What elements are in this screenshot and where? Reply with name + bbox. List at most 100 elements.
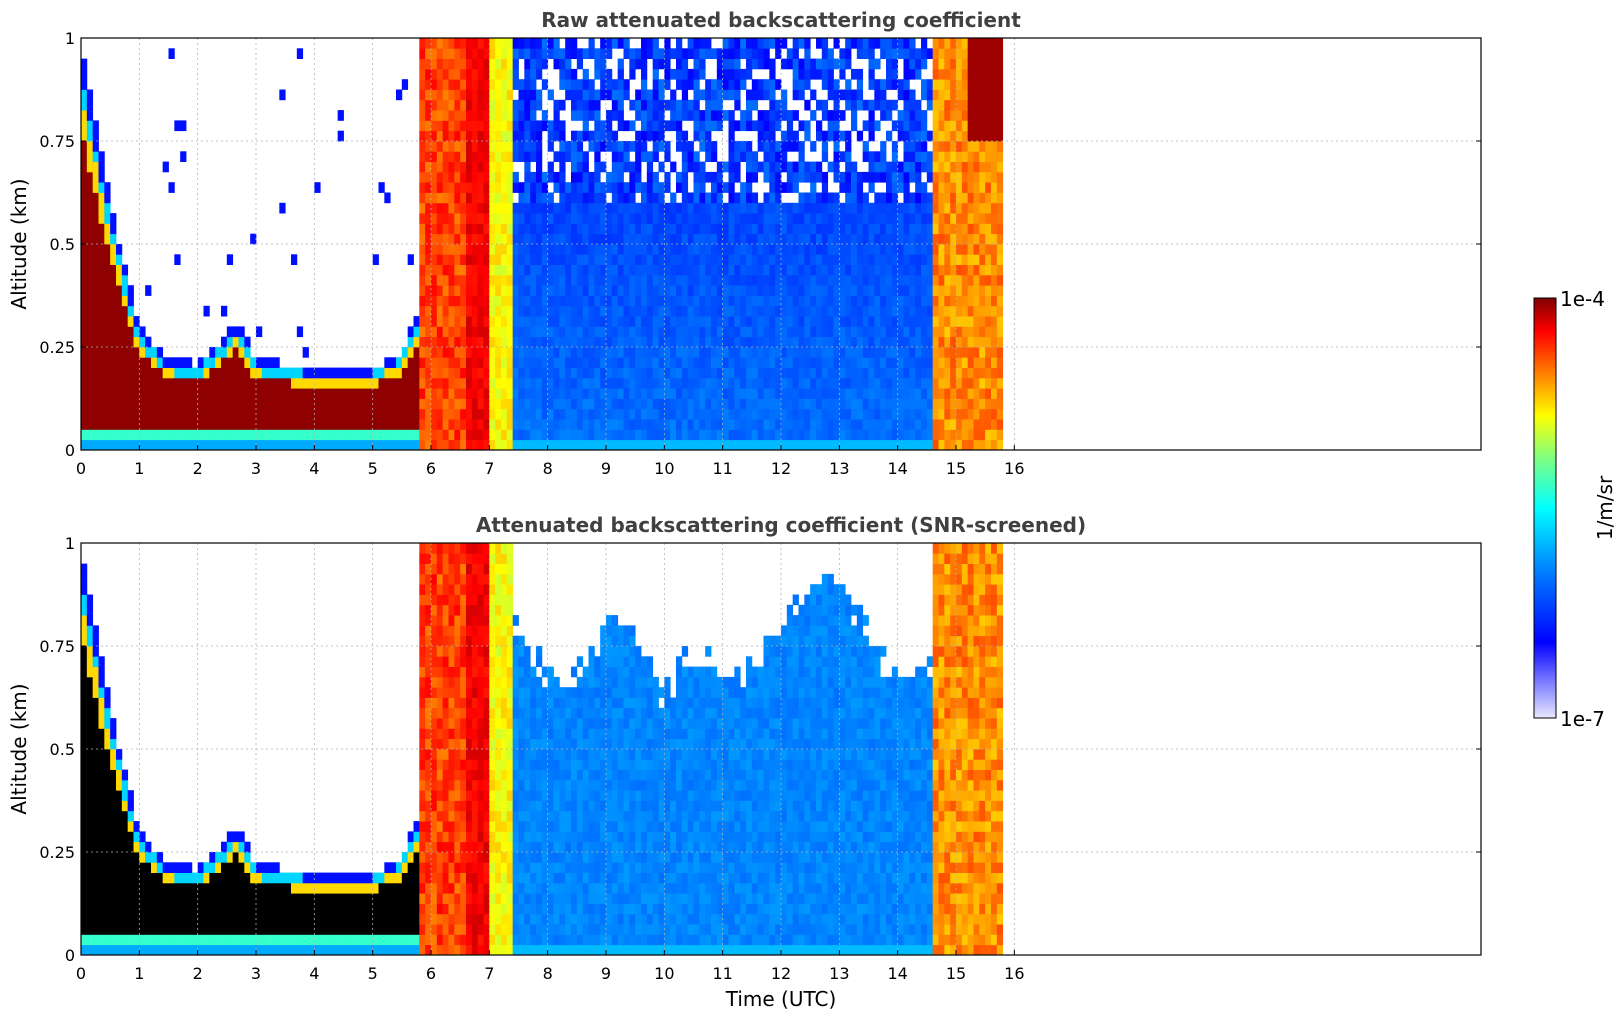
heatmap-cell bbox=[442, 347, 449, 358]
heatmap-cell bbox=[501, 223, 508, 235]
heatmap-cell bbox=[145, 903, 152, 915]
heatmap-cell bbox=[127, 810, 134, 822]
heatmap-cell bbox=[658, 110, 665, 121]
heatmap-cell bbox=[868, 171, 875, 183]
heatmap-cell bbox=[915, 233, 922, 245]
heatmap-cell bbox=[448, 99, 455, 111]
heatmap-cell bbox=[92, 862, 99, 873]
heatmap-cell bbox=[746, 182, 753, 193]
heatmap-cell bbox=[261, 893, 269, 904]
heatmap-cell bbox=[442, 244, 449, 255]
heatmap-cell bbox=[629, 305, 636, 317]
heatmap-cell bbox=[775, 223, 782, 235]
heatmap-cell bbox=[553, 171, 560, 183]
heatmap-cell bbox=[477, 326, 484, 338]
heatmap-cell bbox=[798, 377, 805, 389]
heatmap-cell bbox=[769, 233, 776, 245]
heatmap-cell bbox=[681, 274, 689, 286]
heatmap-cell bbox=[442, 202, 449, 214]
heatmap-cell bbox=[728, 223, 735, 235]
heatmap-cell bbox=[110, 718, 117, 729]
heatmap-cell bbox=[635, 377, 642, 389]
heatmap-cell bbox=[903, 439, 910, 451]
heatmap-cell bbox=[506, 419, 514, 430]
heatmap-cell bbox=[576, 305, 584, 317]
heatmap-cell bbox=[781, 398, 788, 410]
heatmap-cell bbox=[839, 285, 846, 296]
heatmap-cell bbox=[746, 192, 753, 204]
heatmap-cell bbox=[926, 161, 934, 173]
heatmap-cell bbox=[506, 213, 514, 224]
heatmap-cell bbox=[769, 336, 776, 348]
heatmap-cell bbox=[139, 913, 146, 925]
heatmap-cell bbox=[92, 656, 99, 667]
heatmap-cell bbox=[98, 934, 105, 946]
heatmap-cell bbox=[985, 439, 992, 451]
heatmap-cell bbox=[547, 419, 554, 430]
heatmap-cell bbox=[950, 357, 957, 368]
heatmap-cell bbox=[676, 38, 683, 49]
heatmap-cell bbox=[226, 336, 234, 348]
heatmap-cell bbox=[716, 161, 724, 173]
heatmap-cell bbox=[518, 367, 525, 379]
heatmap-cell bbox=[827, 305, 834, 317]
heatmap-cell bbox=[821, 141, 829, 152]
heatmap-cell bbox=[652, 151, 659, 162]
heatmap-cell bbox=[454, 377, 461, 389]
heatmap-cell bbox=[92, 357, 99, 368]
heatmap-cell bbox=[868, 357, 875, 368]
heatmap-cell bbox=[98, 388, 105, 399]
heatmap-cell bbox=[582, 233, 589, 245]
heatmap-cell bbox=[512, 295, 519, 307]
heatmap-cell bbox=[897, 398, 904, 410]
heatmap-cell bbox=[261, 913, 269, 925]
heatmap-cell bbox=[810, 192, 817, 204]
heatmap-cell bbox=[903, 295, 910, 307]
heatmap-cell bbox=[909, 398, 916, 410]
heatmap-cell bbox=[576, 48, 584, 59]
heatmap-cell bbox=[833, 326, 840, 338]
heatmap-cell bbox=[693, 305, 700, 317]
heatmap-cell bbox=[956, 99, 963, 111]
heatmap-cell bbox=[594, 305, 601, 317]
heatmap-cell bbox=[763, 161, 770, 173]
heatmap-cell bbox=[728, 213, 735, 224]
heatmap-cell bbox=[961, 233, 969, 245]
heatmap-cell bbox=[903, 377, 910, 389]
heatmap-cell bbox=[127, 790, 134, 801]
heatmap-cell bbox=[512, 367, 519, 379]
heatmap-cell bbox=[909, 89, 916, 101]
heatmap-cell bbox=[489, 264, 496, 276]
heatmap-cell bbox=[104, 377, 111, 389]
heatmap-cell bbox=[903, 274, 910, 286]
heatmap-cell bbox=[903, 120, 910, 132]
heatmap-cell bbox=[127, 357, 134, 368]
heatmap-cell bbox=[81, 68, 88, 80]
heatmap-cell bbox=[501, 58, 508, 70]
heatmap-cell bbox=[641, 192, 648, 204]
x-tick-label: 14 bbox=[887, 459, 907, 478]
heatmap-cell bbox=[769, 79, 776, 90]
heatmap-cell bbox=[541, 120, 549, 132]
heatmap-cell bbox=[862, 326, 869, 338]
heatmap-cell bbox=[641, 336, 648, 348]
heatmap-cell bbox=[938, 367, 945, 379]
heatmap-cell bbox=[775, 171, 782, 183]
heatmap-cell bbox=[810, 305, 817, 317]
heatmap-cell bbox=[471, 48, 479, 59]
heatmap-cell bbox=[512, 99, 519, 111]
heatmap-cell bbox=[407, 377, 414, 389]
heatmap-cell bbox=[378, 367, 385, 379]
heatmap-cell bbox=[956, 161, 963, 173]
heatmap-cell bbox=[296, 408, 304, 420]
heatmap-cell bbox=[442, 305, 449, 317]
heatmap-cell bbox=[874, 202, 881, 214]
heatmap-cell bbox=[740, 264, 747, 276]
heatmap-cell bbox=[658, 99, 665, 111]
heatmap-cell bbox=[337, 388, 344, 399]
heatmap-cell bbox=[553, 429, 560, 441]
heatmap-cell bbox=[804, 254, 811, 265]
heatmap-cell bbox=[746, 244, 753, 255]
heatmap-cell bbox=[886, 336, 893, 348]
heatmap-cell bbox=[110, 367, 117, 379]
